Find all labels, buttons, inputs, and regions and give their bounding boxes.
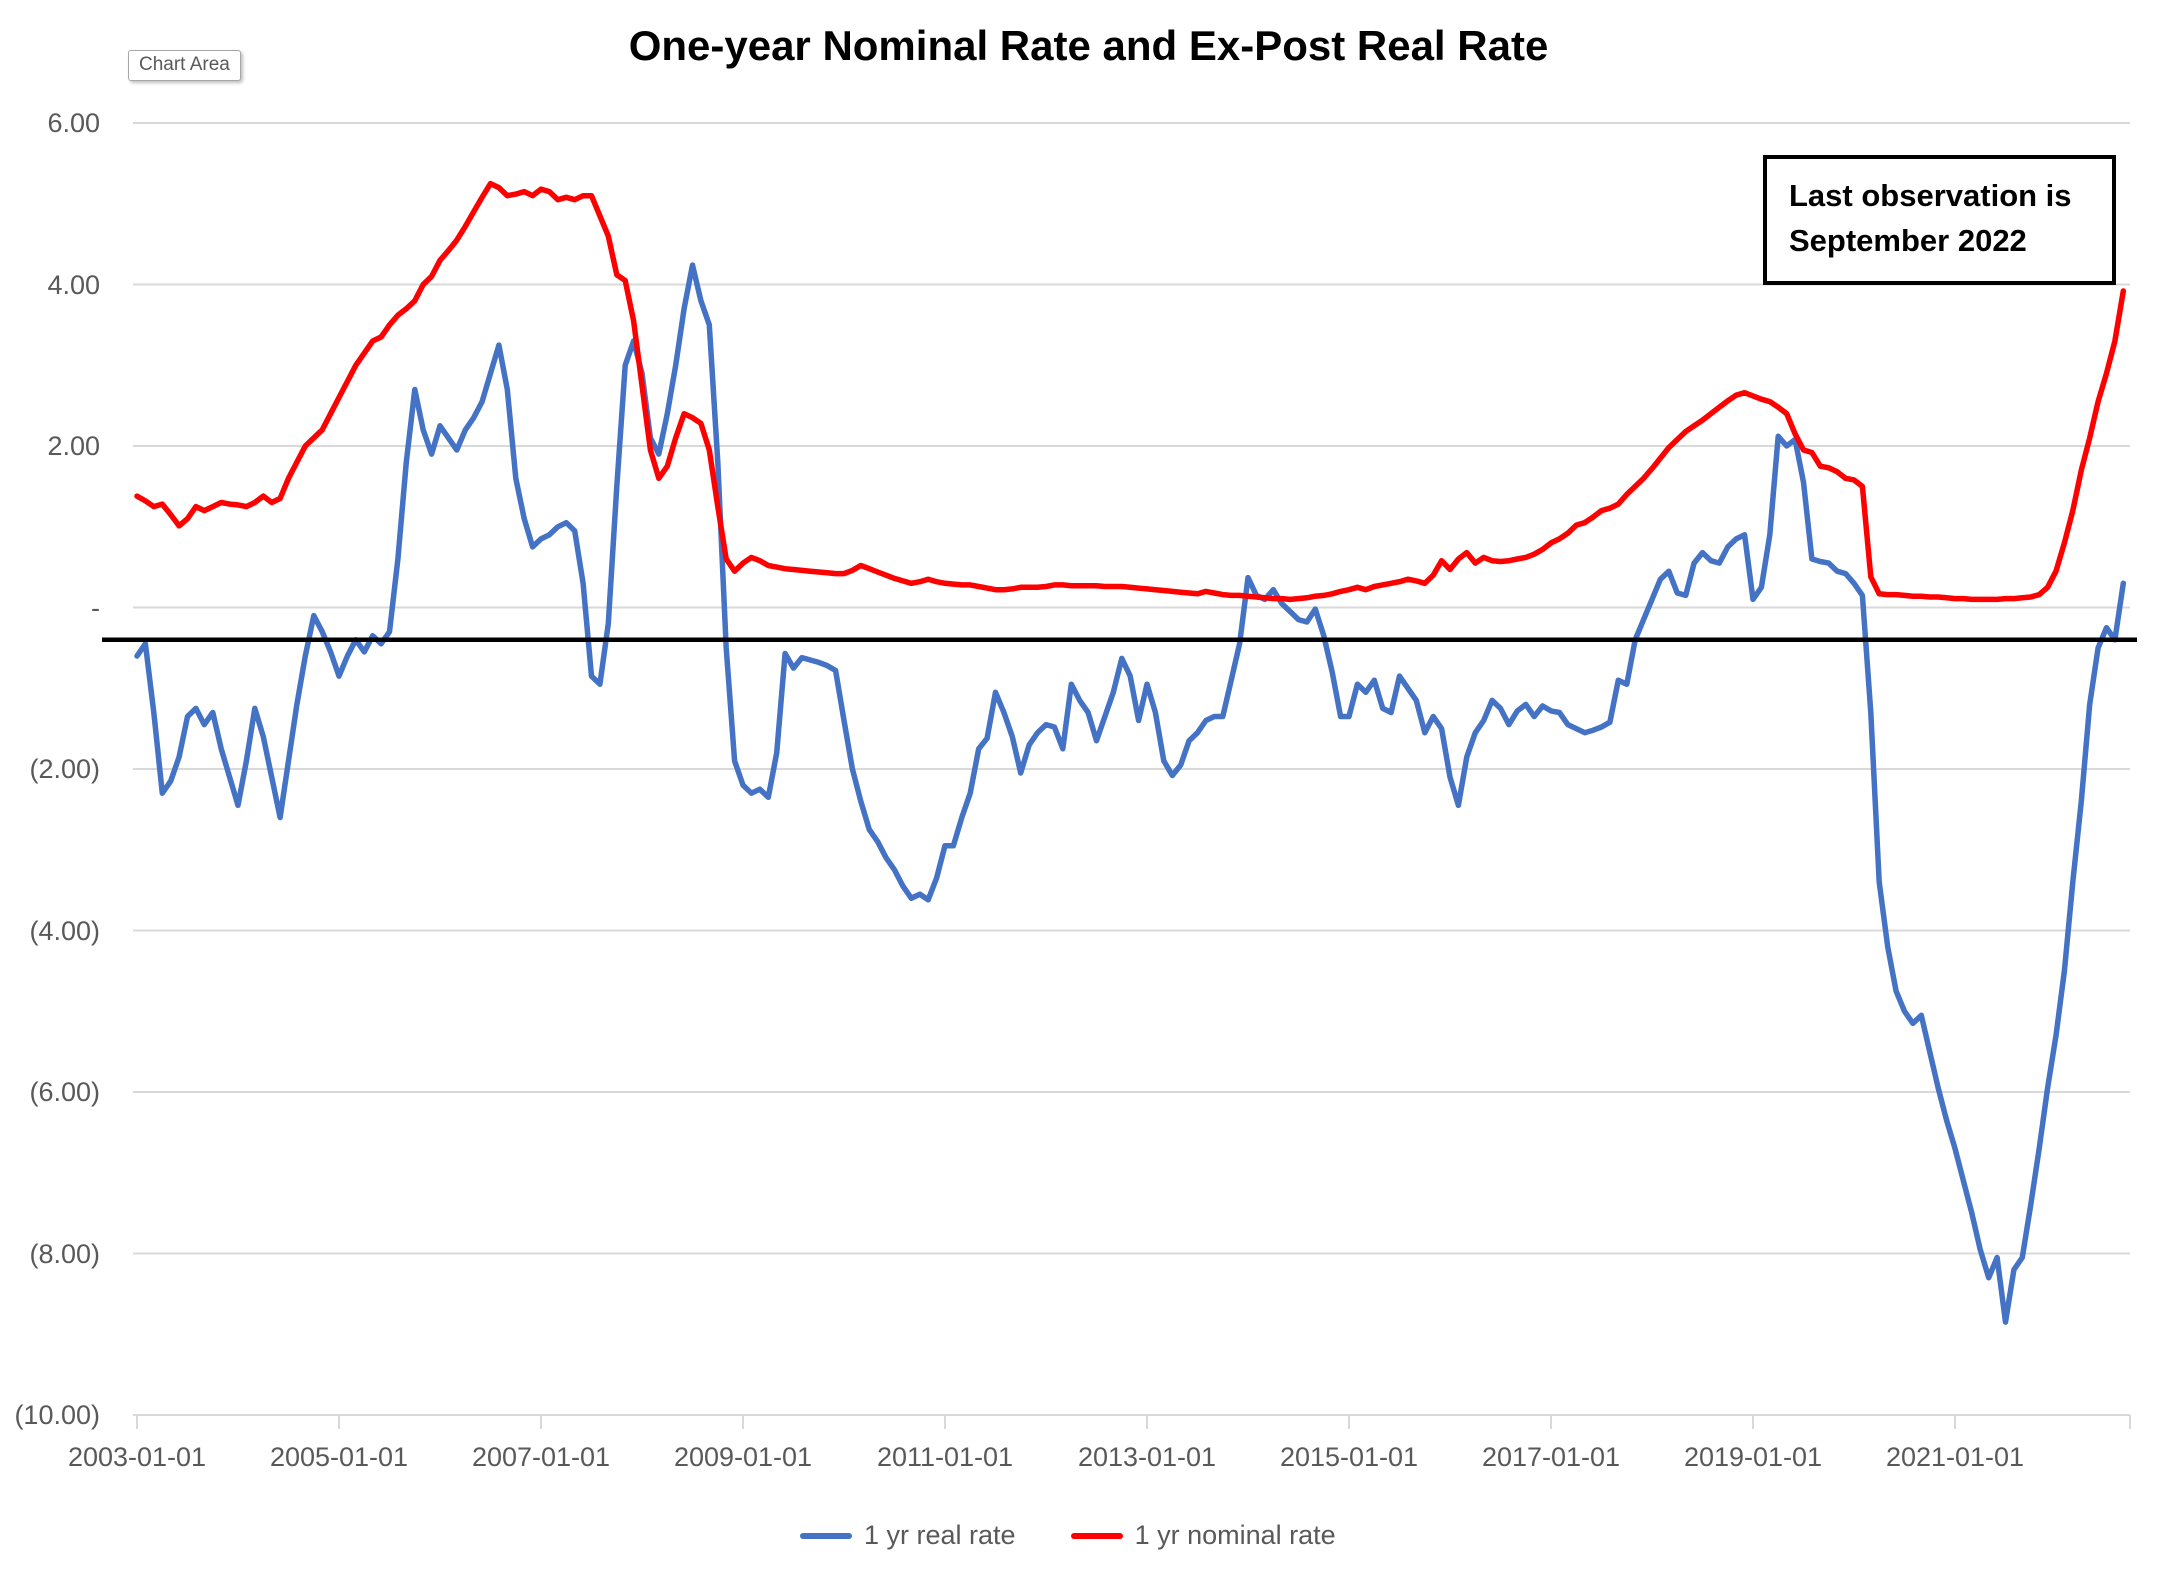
annotation-box[interactable]: Last observation is September 2022 xyxy=(1763,155,2116,285)
y-axis-label: (6.00) xyxy=(29,1077,100,1107)
chart-area-tooltip: Chart Area xyxy=(128,50,241,81)
chart-title: One-year Nominal Rate and Ex-Post Real R… xyxy=(628,22,1549,69)
x-axis-label: 2015-01-01 xyxy=(1279,1442,1419,1472)
chart-legend: 1 yr real rate 1 yr nominal rate xyxy=(800,1520,1336,1551)
y-axis-label: 6.00 xyxy=(47,108,100,138)
y-axis-label: 2.00 xyxy=(47,431,100,461)
x-axis-label: 2021-01-01 xyxy=(1885,1442,2025,1472)
x-axis-label: 2007-01-01 xyxy=(471,1442,611,1472)
legend-label: 1 yr nominal rate xyxy=(1134,1520,1336,1550)
x-axis-label: 2009-01-01 xyxy=(673,1442,813,1472)
y-axis-label: - xyxy=(91,592,100,623)
real-rate-line[interactable] xyxy=(134,262,2127,1325)
x-axis-label: 2011-01-01 xyxy=(876,1442,1014,1472)
real-rate-swatch-icon xyxy=(800,1532,852,1539)
nominal-rate-swatch-icon xyxy=(1070,1532,1123,1539)
x-axis-label: 2019-01-01 xyxy=(1683,1442,1823,1472)
x-axis-label: 2017-01-01 xyxy=(1481,1442,1621,1472)
legend-item-real-rate[interactable]: 1 yr real rate xyxy=(800,1520,1016,1551)
legend-item-nominal-rate[interactable]: 1 yr nominal rate xyxy=(1070,1520,1336,1551)
x-axis-label: 2013-01-01 xyxy=(1077,1442,1217,1472)
x-axis-label: 2005-01-01 xyxy=(269,1442,409,1472)
y-axis-label: (4.00) xyxy=(29,915,100,946)
x-axis-label: 2003-01-01 xyxy=(67,1442,207,1472)
y-axis-label: (8.00) xyxy=(29,1238,100,1269)
nominal-rate-line[interactable] xyxy=(134,180,2127,603)
y-axis-label: (10.00) xyxy=(14,1400,100,1430)
legend-label: 1 yr real rate xyxy=(864,1520,1016,1550)
y-axis-label: (2.00) xyxy=(29,754,100,784)
y-axis-label: 4.00 xyxy=(47,269,100,300)
annotation-line1: Last observation is xyxy=(1789,178,2072,213)
annotation-line2: September 2022 xyxy=(1789,223,2027,258)
